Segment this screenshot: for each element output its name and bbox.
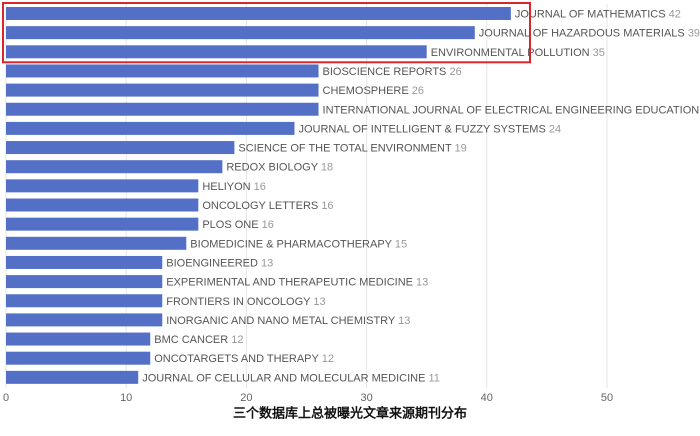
bar <box>6 83 319 97</box>
bar-label: INORGANIC AND NANO METAL CHEMISTRY 13 <box>166 315 410 327</box>
category-label: BIOMEDICINE & PHARMACOTHERAPY <box>190 238 392 250</box>
value-label: 19 <box>455 142 467 154</box>
bar-label: SCIENCE OF THE TOTAL ENVIRONMENT 19 <box>238 142 466 154</box>
category-label: INORGANIC AND NANO METAL CHEMISTRY <box>166 315 396 327</box>
bar-label: CHEMOSPHERE 26 <box>323 85 425 97</box>
bar <box>6 217 199 231</box>
value-label: 12 <box>322 353 334 365</box>
bar-label: JOURNAL OF HAZARDOUS MATERIALS 39 <box>479 28 700 40</box>
highlight-box <box>2 2 531 64</box>
bar-label: FRONTIERS IN ONCOLOGY 13 <box>166 296 325 308</box>
category-label: JOURNAL OF MATHEMATICS <box>515 8 666 20</box>
category-label: BIOSCIENCE REPORTS <box>323 66 447 78</box>
bar-label: BIOMEDICINE & PHARMACOTHERAPY 15 <box>190 238 407 250</box>
value-label: 11 <box>429 372 440 384</box>
category-label: JOURNAL OF INTELLIGENT & FUZZY SYSTEMS <box>298 123 545 135</box>
category-label: BIOENGINEERED <box>166 257 258 269</box>
chart-title: 三个数据库上总被曝光文章来源期刊分布 <box>233 405 467 420</box>
bar <box>6 7 511 20</box>
category-label: ONCOLOGY LETTERS <box>202 200 318 212</box>
value-label: 35 <box>593 47 605 59</box>
category-label: EXPERIMENTAL AND THERAPEUTIC MEDICINE <box>166 277 413 289</box>
bar <box>6 370 139 384</box>
bar-label: INTERNATIONAL JOURNAL OF ELECTRICAL ENGI… <box>323 104 700 116</box>
bar-label: HELIYON 16 <box>202 181 266 193</box>
bar <box>6 255 163 269</box>
x-tick-label: 30 <box>360 392 372 404</box>
bar <box>6 102 319 116</box>
category-label: ONCOTARGETS AND THERAPY <box>154 353 319 365</box>
value-label: 15 <box>395 238 407 250</box>
bar-label: JOURNAL OF CELLULAR AND MOLECULAR MEDICI… <box>142 372 440 384</box>
value-label: 13 <box>313 296 325 308</box>
bar <box>6 141 235 155</box>
bar-label: REDOX BIOLOGY 18 <box>226 162 333 174</box>
bar-label: BIOENGINEERED 13 <box>166 257 273 269</box>
value-label: 42 <box>669 8 681 20</box>
value-label: 39 <box>688 28 700 40</box>
value-label: 12 <box>231 334 243 346</box>
value-label: 18 <box>321 162 333 174</box>
bar-label: JOURNAL OF MATHEMATICS 42 <box>515 8 681 20</box>
bar <box>6 121 295 135</box>
category-label: ENVIRONMENTAL POLLUTION <box>431 47 590 59</box>
bar-label: EXPERIMENTAL AND THERAPEUTIC MEDICINE 13 <box>166 277 428 289</box>
value-label: 26 <box>412 85 424 97</box>
category-label: CHEMOSPHERE <box>323 85 409 97</box>
bar <box>6 160 223 174</box>
bar <box>6 198 199 212</box>
x-tick-label: 20 <box>240 392 252 404</box>
category-label: JOURNAL OF CELLULAR AND MOLECULAR MEDICI… <box>142 372 425 384</box>
bar <box>6 294 163 308</box>
category-label: JOURNAL OF HAZARDOUS MATERIALS <box>479 28 685 40</box>
bar <box>6 179 199 193</box>
x-tick-label: 10 <box>120 392 132 404</box>
bar-label: JOURNAL OF INTELLIGENT & FUZZY SYSTEMS 2… <box>298 123 561 135</box>
bar <box>6 351 151 365</box>
value-label: 26 <box>449 66 461 78</box>
category-label: BMC CANCER <box>154 334 228 346</box>
bar-label: ENVIRONMENTAL POLLUTION 35 <box>431 47 605 59</box>
bar <box>6 275 163 289</box>
bar <box>6 332 151 346</box>
bar-label: BMC CANCER 12 <box>154 334 243 346</box>
x-tick-label: 0 <box>3 392 9 404</box>
bar-label: PLOS ONE 16 <box>202 219 274 231</box>
category-label: REDOX BIOLOGY <box>226 162 318 174</box>
value-label: 13 <box>416 277 428 289</box>
value-label: 13 <box>261 257 273 269</box>
value-label: 13 <box>398 315 410 327</box>
bar-label: ONCOTARGETS AND THERAPY 12 <box>154 353 334 365</box>
value-label: 16 <box>262 219 274 231</box>
category-label: HELIYON <box>202 181 250 193</box>
bar <box>6 236 187 250</box>
value-label: 24 <box>549 123 561 135</box>
bar-label: BIOSCIENCE REPORTS 26 <box>323 66 462 78</box>
bar <box>6 64 319 78</box>
value-label: 16 <box>321 200 333 212</box>
category-label: PLOS ONE <box>202 219 258 231</box>
bar <box>6 45 427 59</box>
bar <box>6 313 163 327</box>
x-tick-label: 40 <box>481 392 493 404</box>
value-label: 16 <box>254 181 266 193</box>
category-label: INTERNATIONAL JOURNAL OF ELECTRICAL ENGI… <box>323 104 700 116</box>
x-tick-label: 50 <box>601 392 613 404</box>
bar-label: ONCOLOGY LETTERS 16 <box>202 200 333 212</box>
category-label: FRONTIERS IN ONCOLOGY <box>166 296 311 308</box>
bar <box>6 26 475 40</box>
category-label: SCIENCE OF THE TOTAL ENVIRONMENT <box>238 142 452 154</box>
